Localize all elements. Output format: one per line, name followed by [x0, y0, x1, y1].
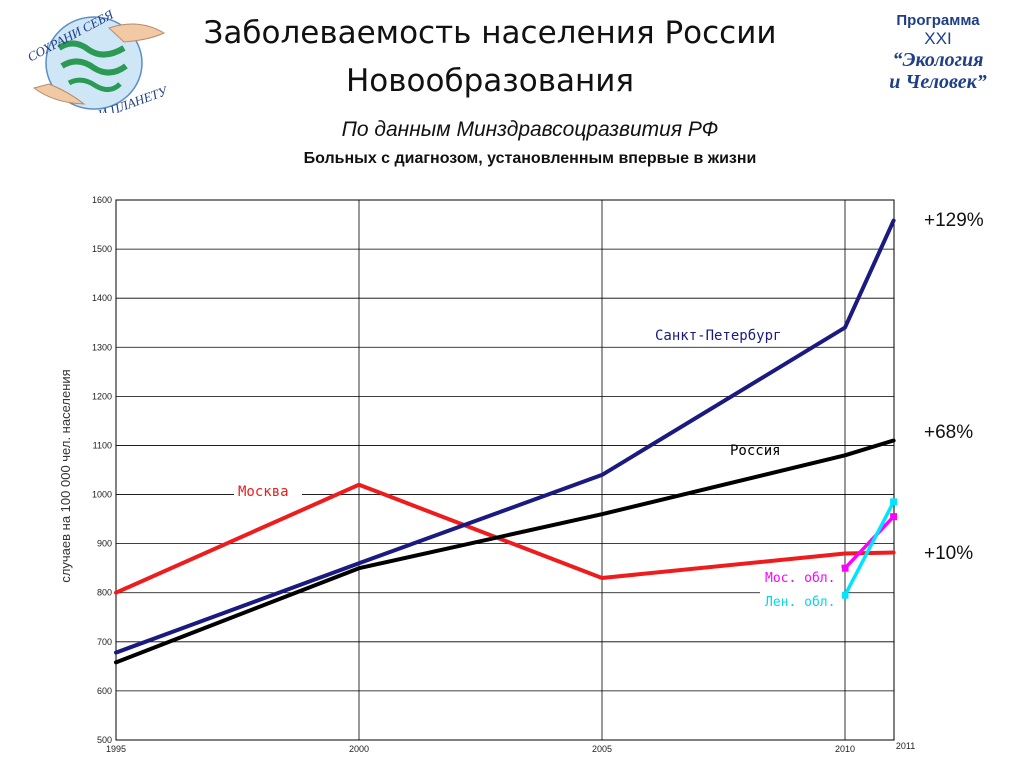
series-point-mos-obl-2011 [890, 513, 898, 521]
annotation-russia-growth: +68% [924, 422, 973, 443]
y-tick-label-700: 700 [97, 637, 112, 647]
save-planet-logo: СОХРАНИ СЕБЯ И ПЛАНЕТУ [25, 8, 171, 113]
series-line-russia [114, 438, 896, 665]
series-point-len-obl-2010 [841, 591, 849, 599]
y-tick-label-500: 500 [97, 735, 112, 745]
series-line-spb [114, 218, 896, 655]
program-logo-line1: Программа [896, 12, 980, 29]
program-logo-line4: и Человек” [889, 71, 987, 93]
annotation-moscow-growth: +10% [924, 543, 973, 564]
series-label-mos-obl-bg [760, 568, 842, 586]
y-tick-label-800: 800 [97, 588, 112, 598]
axis-ticks: 500 600 700 800 900 1000 1100 1200 1300 1400 1500 1… [92, 195, 915, 754]
y-tick-label-1500: 1500 [92, 244, 112, 254]
series-label-len-obl-bg [760, 591, 842, 609]
y-tick-label-900: 900 [97, 539, 112, 549]
x-tick-label-2000: 2000 [349, 744, 369, 754]
x-tick-label-1995: 1995 [106, 744, 126, 754]
source-subtitle: По данным Минздравсоцразвития РФ [341, 118, 719, 141]
series-line-mos-obl [843, 514, 896, 570]
program-logo-line2: XXI [924, 29, 952, 48]
y-tick-label-1000: 1000 [92, 490, 112, 500]
plot-area [115, 199, 895, 741]
page-subtitle-topic: Новообразования [345, 63, 635, 99]
y-tick-label-1200: 1200 [92, 391, 112, 401]
program-logo-line3: “Экология [892, 49, 984, 71]
y-tick-label-1100: 1100 [93, 440, 112, 450]
series-point-len-obl-2011 [890, 498, 898, 506]
y-tick-label-1300: 1300 [92, 342, 112, 352]
annotation-spb-growth: +129% [924, 210, 984, 231]
series-line-len-obl [843, 500, 896, 597]
y-tick-label-1600: 1600 [92, 195, 112, 205]
x-tick-label-2010: 2010 [835, 744, 855, 754]
series-label-moscow: Москва [238, 484, 289, 500]
chart-caption: Больных с диагнозом, установленным вперв… [303, 150, 757, 167]
series-label-len-obl: Лен. обл. [765, 595, 835, 610]
series-label-spb: Санкт-Петербург [655, 328, 781, 344]
program-logo: Программа XXI “Экология и Человек” [868, 12, 1008, 93]
series-group [114, 218, 898, 665]
x-tick-label-2011: 2011 [896, 741, 915, 751]
series-label-moscow-bg [234, 482, 302, 501]
series-label-mos-obl: Мос. обл. [765, 571, 835, 586]
page-title: Заболеваемость населения России [203, 15, 777, 51]
series-point-mos-obl-2010 [841, 564, 849, 572]
series-label-russia: Россия [730, 443, 781, 459]
y-axis-label: случаев на 100 000 чел. населения [58, 369, 73, 582]
y-tick-label-1400: 1400 [92, 293, 112, 303]
x-tick-label-2005: 2005 [592, 744, 612, 754]
y-tick-label-600: 600 [97, 686, 112, 696]
